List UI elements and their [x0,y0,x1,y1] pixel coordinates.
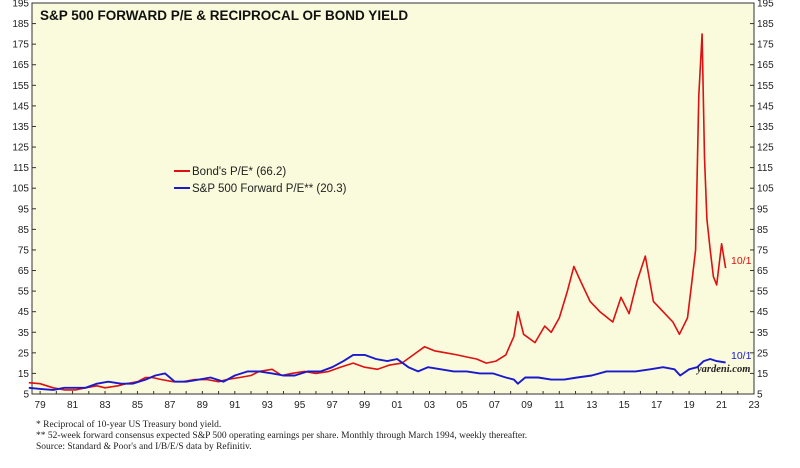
y-tick-label-left: 15 [18,369,30,380]
y-tick-label-right: 165 [757,60,774,71]
y-tick-label-right: 15 [757,369,769,380]
y-axis-left: 5 15 25 35 45 55 65 75 85 95 105 115 125 135 145 155 165… [12,0,36,401]
y-tick-label-left: 155 [12,81,29,92]
x-tick-label: 83 [99,400,111,411]
x-tick-label: 05 [456,400,468,411]
series-layer [28,33,727,391]
x-tick-label: 97 [327,400,339,411]
chart-title: S&P 500 FORWARD P/E & RECIPROCAL OF BOND… [40,8,408,23]
y-tick-label-left: 165 [12,60,29,71]
y-tick-label-left: 45 [18,307,30,318]
y-tick-label-left: 145 [12,101,29,112]
legend: Bond's P/E* (66.2) S&P 500 Forward P/E**… [174,166,347,195]
y-tick-label-left: 35 [18,328,30,339]
legend-label-bond: Bond's P/E* (66.2) [192,166,286,178]
y-tick-label-left: 115 [13,163,29,174]
y-tick-label-left: 5 [23,390,29,401]
y-tick-label-right: 105 [757,184,774,195]
y-tick-label-right: 155 [757,81,774,92]
y-tick-label-right: 55 [757,287,769,298]
end-label-spx: 10/1 [731,350,752,362]
y-tick-label-right: 185 [757,19,774,30]
y-tick-label-right: 135 [757,122,774,133]
y-tick-label-left: 85 [18,225,30,236]
x-tick-label: 03 [424,400,436,411]
x-tick-label: 79 [35,400,47,411]
x-tick-label: 17 [651,400,663,411]
x-tick-label: 07 [489,400,501,411]
y-tick-label-right: 5 [757,390,763,401]
y-tick-label-right: 115 [757,163,773,174]
x-tick-label: 81 [67,400,79,411]
y-tick-label-right: 95 [757,204,769,215]
x-tick-label: 21 [716,400,728,411]
x-tick-label: 99 [359,400,371,411]
end-label-bond: 10/1 [731,255,752,267]
y-tick-label-left: 135 [12,122,29,133]
legend-label-spx: S&P 500 Forward P/E** (20.3) [192,183,347,195]
series-line-bond-pe [28,33,727,391]
y-tick-label-left: 65 [18,266,30,277]
y-tick-label-left: 95 [18,204,30,215]
x-tick-label: 87 [164,400,176,411]
x-tick-label: 23 [748,400,760,411]
y-tick-label-right: 45 [757,307,769,318]
y-tick-label-right: 195 [757,0,774,10]
x-tick-label: 11 [554,400,565,411]
x-tick-label: 01 [391,400,403,411]
y-tick-label-left: 105 [12,184,29,195]
footnote-source: Source: Standard & Poor's and I/B/E/S da… [36,442,252,452]
y-tick-label-right: 145 [757,101,774,112]
plot-background [31,2,755,395]
x-tick-label: 13 [586,400,598,411]
x-tick-label: 85 [132,400,144,411]
y-tick-label-left: 175 [12,40,29,51]
y-tick-label-left: 55 [18,287,30,298]
y-tick-label-right: 35 [757,328,769,339]
x-tick-label: 19 [684,400,696,411]
footnotes: * Reciprocal of 10-year US Treasury bond… [36,420,736,453]
y-tick-label-left: 75 [18,245,30,256]
x-tick-label: 93 [262,400,274,411]
y-tick-label-right: 175 [757,40,774,51]
y-tick-label-left: 185 [12,19,29,30]
series-line-sp500-forward-pe [28,353,726,391]
y-tick-label-right: 75 [757,245,769,256]
x-tick-label: 09 [521,400,533,411]
x-tick-label: 91 [229,400,241,411]
chart-svg: 5152535455565758595105115125135145155165… [12,0,774,411]
y-tick-label-right: 85 [757,225,769,236]
x-tick-label: 95 [294,400,306,411]
x-tick-label: 89 [197,400,209,411]
y-tick-label-right: 125 [757,143,774,154]
y-tick-label-right: 25 [757,348,769,359]
footnote-2: ** 52-week forward consensus expected S&… [36,431,528,441]
footnote-1: * Reciprocal of 10-year US Treasury bond… [36,420,222,430]
y-tick-label-right: 65 [757,266,769,277]
y-axis-right: 5 15 25 35 45 55 65 75 85 95 105 115 125 135 145 155 165… [750,0,774,401]
x-tick-label: 15 [619,400,631,411]
y-tick-label-left: 25 [18,348,30,359]
x-axis: 79 81 83 85 87 89 91 93 95 97 99 01 03 05 07 09 11 13 15 17… [35,391,760,411]
y-tick-label-left: 125 [12,143,29,154]
brand-watermark: yardeni.com [695,364,750,375]
y-tick-label-left: 195 [12,0,29,10]
